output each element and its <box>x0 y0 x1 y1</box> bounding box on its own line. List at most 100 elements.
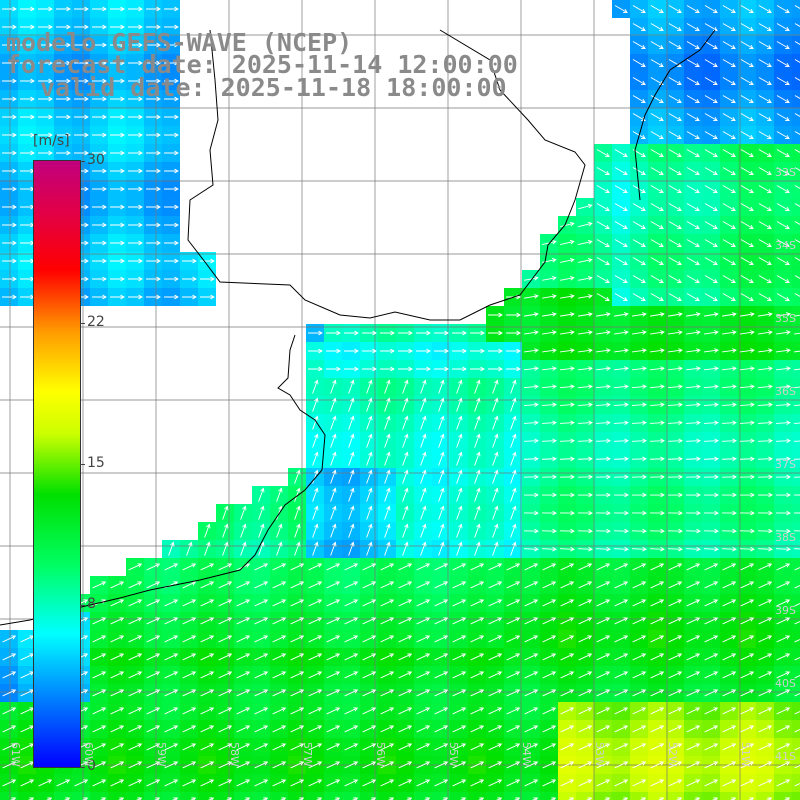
wind-cell <box>612 792 630 800</box>
wind-arrow <box>631 546 647 552</box>
wind-arrow <box>380 743 395 751</box>
wind-cell <box>792 594 800 612</box>
wind-arrow <box>740 239 754 247</box>
wind-arrow <box>110 6 125 12</box>
wind-arrow <box>650 167 664 175</box>
wind-arrow <box>434 761 449 769</box>
wind-arrow <box>92 222 107 228</box>
wind-arrow <box>416 779 431 787</box>
wind-arrow <box>128 240 143 246</box>
wind-arrow <box>649 402 665 407</box>
wind-arrow <box>236 617 251 625</box>
latitude-label: 36S <box>775 385 796 398</box>
wind-arrow <box>164 671 179 679</box>
wind-arrow <box>776 59 790 67</box>
wind-arrow <box>794 185 800 189</box>
wind-arrow <box>668 689 683 697</box>
wind-arrow <box>384 541 391 556</box>
wind-arrow <box>420 505 427 520</box>
wind-arrow <box>722 95 736 103</box>
wind-arrow <box>704 95 718 103</box>
wind-arrow <box>721 384 737 389</box>
wind-arrow <box>190 797 197 800</box>
wind-arrow <box>650 275 664 283</box>
wind-arrow <box>470 617 485 625</box>
wind-arrow <box>510 523 517 538</box>
wind-arrow <box>200 761 215 769</box>
wind-arrow <box>524 617 539 625</box>
wind-arrow <box>488 689 503 697</box>
wind-arrow <box>38 132 53 138</box>
wind-arrow <box>348 505 355 520</box>
wind-arrow <box>452 563 467 571</box>
wind-arrow <box>384 415 391 430</box>
wind-arrow <box>614 275 628 283</box>
wind-arrow <box>541 456 557 462</box>
wind-arrow <box>794 167 800 171</box>
wind-arrow <box>542 617 557 625</box>
wind-arrow <box>200 725 215 733</box>
wind-arrow <box>524 581 539 589</box>
wind-arrow <box>164 60 179 66</box>
wind-arrow <box>146 761 161 769</box>
wind-arrow <box>560 653 575 661</box>
wind-arrow <box>496 797 503 800</box>
wind-arrow <box>631 438 647 444</box>
wind-arrow <box>164 24 179 30</box>
wind-cell <box>756 792 774 800</box>
wind-arrow <box>758 203 772 211</box>
wind-arrow <box>290 707 305 715</box>
wind-arrow <box>686 149 700 157</box>
wind-arrow <box>470 635 485 643</box>
wind-arrow <box>758 113 772 121</box>
wind-arrow <box>776 203 790 211</box>
wind-arrow <box>128 222 143 228</box>
wind-arrow <box>506 761 521 769</box>
wind-arrow <box>92 276 107 282</box>
wind-arrow <box>272 617 287 625</box>
wind-arrow <box>362 330 377 336</box>
wind-arrow <box>110 689 125 697</box>
wind-arrow <box>204 541 211 556</box>
wind-arrow <box>596 671 611 679</box>
wind-arrow <box>164 761 179 769</box>
wind-arrow <box>110 635 125 643</box>
wind-arrow <box>348 451 355 466</box>
wind-arrow <box>740 185 754 193</box>
wind-arrow <box>128 96 143 102</box>
wind-arrow <box>344 348 359 354</box>
wind-arrow <box>362 725 377 733</box>
wind-arrow <box>236 581 251 589</box>
wind-arrow <box>74 78 89 84</box>
wind-arrow <box>722 167 736 175</box>
wind-arrow <box>110 294 125 300</box>
wind-arrow <box>542 725 557 733</box>
wind-arrow <box>344 581 359 589</box>
wind-arrow <box>330 505 337 520</box>
wind-arrow <box>668 743 683 751</box>
wind-arrow <box>420 487 427 502</box>
wind-arrow <box>758 635 773 643</box>
wind-arrow <box>128 581 143 589</box>
wind-arrow <box>92 617 107 625</box>
wind-arrow <box>721 474 737 480</box>
wind-arrow <box>56 60 71 66</box>
wind-arrow <box>510 397 517 412</box>
wind-arrow <box>416 330 431 336</box>
wind-arrow <box>794 350 800 353</box>
wind-arrow <box>362 581 377 589</box>
wind-arrow <box>740 41 754 49</box>
wind-arrow <box>704 330 719 335</box>
colorbar-tick-mark <box>80 464 85 465</box>
wind-arrow <box>740 743 755 751</box>
wind-arrow <box>506 671 521 679</box>
wind-arrow <box>596 743 611 751</box>
wind-arrow <box>362 779 377 787</box>
wind-arrow <box>294 505 301 520</box>
wind-arrow <box>172 797 179 800</box>
wind-arrow <box>668 293 682 301</box>
wind-arrow <box>402 541 409 556</box>
wind-arrow <box>456 451 463 466</box>
wind-arrow <box>92 258 107 264</box>
wind-arrow <box>164 635 179 643</box>
